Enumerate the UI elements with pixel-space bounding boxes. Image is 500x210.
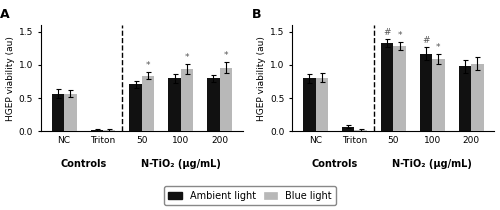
Y-axis label: HGEP viability (au): HGEP viability (au) <box>257 36 266 121</box>
Legend: Ambient light, Blue light: Ambient light, Blue light <box>164 186 336 205</box>
Bar <box>90 130 103 131</box>
Bar <box>394 46 406 131</box>
Text: Controls: Controls <box>312 159 358 169</box>
Bar <box>471 64 484 131</box>
Bar <box>303 78 316 131</box>
Text: N-TiO₂ (μg/mL): N-TiO₂ (μg/mL) <box>392 159 472 169</box>
Bar <box>458 66 471 131</box>
Text: #: # <box>384 28 391 37</box>
Text: N-TiO₂ (μg/mL): N-TiO₂ (μg/mL) <box>141 159 221 169</box>
Bar <box>64 93 76 131</box>
Text: Controls: Controls <box>60 159 106 169</box>
Bar <box>52 93 64 131</box>
Text: *: * <box>224 51 228 60</box>
Text: *: * <box>436 43 440 52</box>
Text: *: * <box>185 53 190 62</box>
Bar <box>142 76 154 131</box>
Bar <box>168 78 181 131</box>
Bar <box>354 130 367 131</box>
Bar <box>208 78 220 131</box>
Bar <box>316 77 328 131</box>
Text: *: * <box>398 31 402 40</box>
Y-axis label: HGEP viability (au): HGEP viability (au) <box>6 36 15 121</box>
Bar <box>381 43 394 131</box>
Text: *: * <box>146 61 150 70</box>
Bar <box>420 54 432 131</box>
Text: A: A <box>0 8 10 21</box>
Bar <box>220 68 232 131</box>
Text: B: B <box>252 8 261 21</box>
Bar <box>432 59 444 131</box>
Text: #: # <box>422 36 430 45</box>
Bar <box>130 84 142 131</box>
Bar <box>181 69 194 131</box>
Bar <box>103 130 116 131</box>
Bar <box>342 127 354 131</box>
